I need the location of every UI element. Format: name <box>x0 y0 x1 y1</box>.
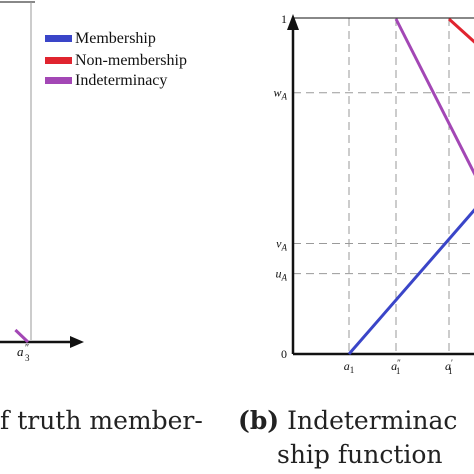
left-series-layer <box>14 328 30 344</box>
right-caption-title-2: ship function <box>277 440 443 469</box>
right-y-tick-va: vA <box>276 236 287 252</box>
right-series-membership <box>347 208 474 355</box>
right-x-tick-a-1: a″ 1 <box>391 358 401 376</box>
left-series-indeterminacy <box>14 328 30 344</box>
legend-swatch-membership <box>45 35 72 42</box>
right-y-tick-wa: wA <box>273 86 287 102</box>
right-caption-line1: (b) Indeterminac <box>238 408 457 433</box>
left-x-tick-a3-double-prime-sub: 3 <box>25 353 30 363</box>
right-x-tick-a1: a1 <box>344 359 355 375</box>
right-x-tick-labels: a1 a″ 1 a′ 1 <box>344 358 453 376</box>
left-x-axis-arrow <box>70 336 84 348</box>
legend-label-nonmembership: Non-membership <box>75 52 187 69</box>
legend-item-membership: Membership <box>45 30 156 47</box>
right-series-layer <box>347 17 474 355</box>
right-x-tick-a-1: a′ 1 <box>445 358 453 376</box>
legend-label-indeterminacy: Indeterminacy <box>75 72 167 89</box>
right-series-indeterminacy <box>394 18 474 177</box>
legend-swatch-nonmembership <box>45 57 72 64</box>
left-chart-panel: Membership Non-membership Indeterminacy … <box>0 1 187 363</box>
left-caption: f truth member- <box>0 408 203 433</box>
right-chart-panel: 1 wA vA uA 0 a1 a″ 1 a′ 1 <box>273 12 474 376</box>
left-caption-text: f truth member- <box>0 406 203 435</box>
legend-item-indeterminacy: Indeterminacy <box>45 72 167 89</box>
right-y-tick-ua: uA <box>276 267 288 283</box>
legend-item-nonmembership: Non-membership <box>45 52 187 69</box>
right-caption-title: Indeterminac <box>287 406 458 435</box>
right-y-tick-labels: 1 wA vA uA 0 <box>273 12 287 361</box>
left-x-tick-a3-double-prime: a <box>17 344 24 359</box>
left-x-tick-a3-double-prime-mark: ″ <box>25 343 29 354</box>
legend: Membership Non-membership Indeterminacy <box>45 30 187 89</box>
right-y-tick-1: 1 <box>281 12 287 26</box>
right-caption-line2: ship function <box>277 442 443 467</box>
right-grid-layer <box>293 18 474 354</box>
right-series-non-membership <box>447 17 474 44</box>
right-y-axis-arrow <box>287 14 299 30</box>
legend-swatch-indeterminacy <box>45 77 72 84</box>
right-caption-label: (b) <box>238 406 280 435</box>
legend-label-membership: Membership <box>75 30 156 47</box>
right-y-tick-0: 0 <box>281 347 287 361</box>
